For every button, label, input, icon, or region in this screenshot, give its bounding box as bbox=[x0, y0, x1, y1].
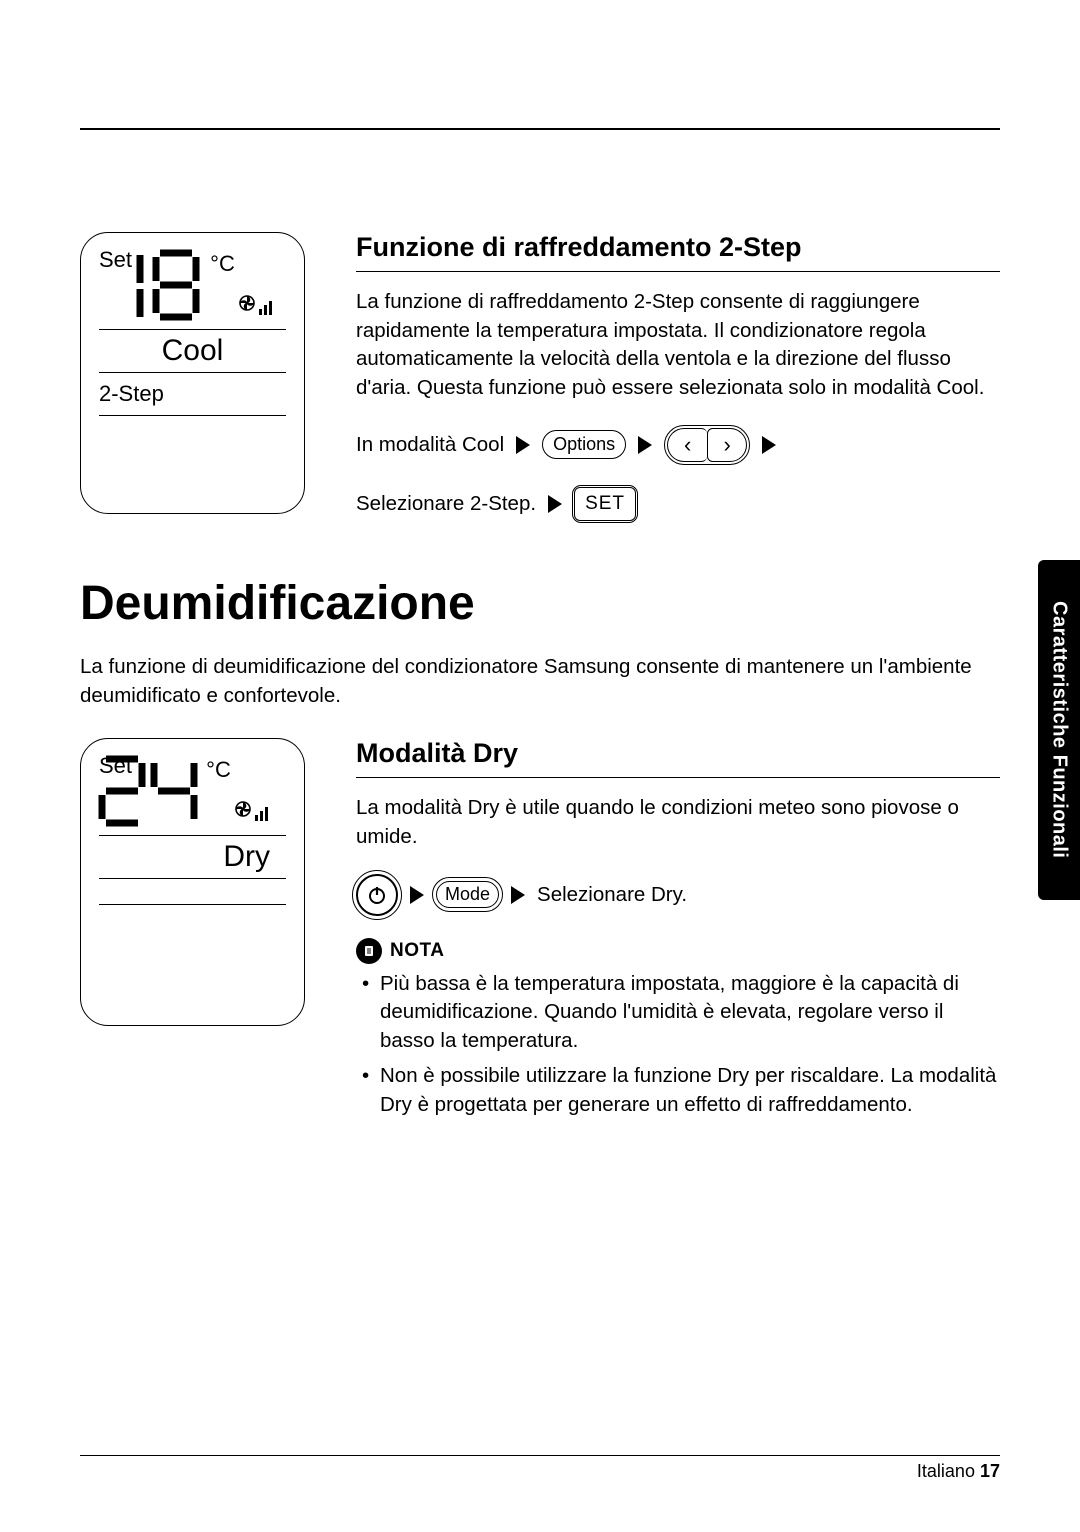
footer-page-number: 17 bbox=[980, 1461, 1000, 1481]
display-temp-row: °C bbox=[99, 247, 286, 323]
arrow-right-icon bbox=[511, 886, 525, 904]
step1-prefix: In modalità Cool bbox=[356, 433, 504, 457]
nav-left-icon[interactable]: ‹ bbox=[667, 428, 707, 462]
left-right-nav[interactable]: ‹ › bbox=[664, 425, 750, 465]
nav-right-icon[interactable]: › bbox=[707, 428, 747, 462]
step-row-dry: Mode Selezionare Dry. bbox=[356, 874, 1000, 916]
main-body-text: La funzione di deumidificazione del cond… bbox=[80, 653, 1000, 710]
fan-icon bbox=[237, 291, 275, 322]
options-button[interactable]: Options bbox=[542, 430, 626, 459]
display-temp-row: °C bbox=[79, 753, 286, 829]
temp-digits-18 bbox=[110, 247, 208, 323]
page-content: Set bbox=[80, 232, 1000, 1026]
main-heading-deumidificazione: Deumidificazione bbox=[80, 576, 1000, 631]
remote-display-dry: Set bbox=[80, 738, 305, 1026]
temp-digits-24 bbox=[94, 753, 204, 829]
nota-bullet-list: Più bassa è la temperatura impostata, ma… bbox=[356, 970, 1000, 1119]
section-dry-text: Modalità Dry La modalità Dry è utile qua… bbox=[356, 738, 1000, 1125]
display-temp-unit: °C bbox=[206, 757, 231, 783]
arrow-right-icon bbox=[548, 495, 562, 513]
display-blank-row bbox=[99, 887, 286, 905]
section-2step: Set bbox=[80, 232, 1000, 514]
arrow-right-icon bbox=[410, 886, 424, 904]
arrow-right-icon bbox=[516, 436, 530, 454]
footer-language: Italiano bbox=[917, 1461, 975, 1481]
mode-button[interactable]: Mode bbox=[436, 881, 499, 908]
side-tab-label: Caratteristiche Funzionali bbox=[1048, 601, 1071, 859]
section-2step-text: Funzione di raffreddamento 2-Step La fun… bbox=[356, 232, 1000, 535]
nota-bullet-1: Più bassa è la temperatura impostata, ma… bbox=[360, 970, 1000, 1056]
heading-dry: Modalità Dry bbox=[356, 738, 1000, 778]
nota-row: NOTA bbox=[356, 938, 1000, 964]
power-icon bbox=[367, 885, 387, 905]
footer-rule bbox=[80, 1455, 1000, 1456]
body-2step: La funzione di raffreddamento 2-Step con… bbox=[356, 288, 1000, 403]
remote-display-cool: Set bbox=[80, 232, 305, 514]
step-row-1: In modalità Cool Options ‹ › bbox=[356, 425, 1000, 465]
step2-prefix: Selezionare 2-Step. bbox=[356, 492, 536, 516]
display-2step-label: 2-Step bbox=[99, 381, 286, 416]
section-dry: Set bbox=[80, 738, 1000, 1026]
top-horizontal-rule bbox=[80, 128, 1000, 130]
arrow-right-icon bbox=[638, 436, 652, 454]
heading-2step: Funzione di raffreddamento 2-Step bbox=[356, 232, 1000, 272]
body-dry: La modalità Dry è utile quando le condiz… bbox=[356, 794, 1000, 851]
footer-text: Italiano 17 bbox=[917, 1461, 1000, 1482]
set-button[interactable]: SET bbox=[574, 487, 636, 521]
display-mode-cool: Cool bbox=[99, 329, 286, 373]
power-button[interactable] bbox=[356, 874, 398, 916]
display-temp-unit: °C bbox=[210, 251, 235, 277]
step-dry-suffix: Selezionare Dry. bbox=[537, 883, 687, 907]
display-mode-dry: Dry bbox=[99, 835, 286, 879]
note-icon bbox=[356, 938, 382, 964]
arrow-right-icon bbox=[762, 436, 776, 454]
step-row-2: Selezionare 2-Step. SET bbox=[356, 487, 1000, 521]
side-tab: Caratteristiche Funzionali bbox=[1038, 560, 1080, 900]
nota-label: NOTA bbox=[390, 940, 444, 962]
nota-bullet-2: Non è possibile utilizzare la funzione D… bbox=[360, 1062, 1000, 1119]
fan-icon bbox=[233, 797, 271, 828]
